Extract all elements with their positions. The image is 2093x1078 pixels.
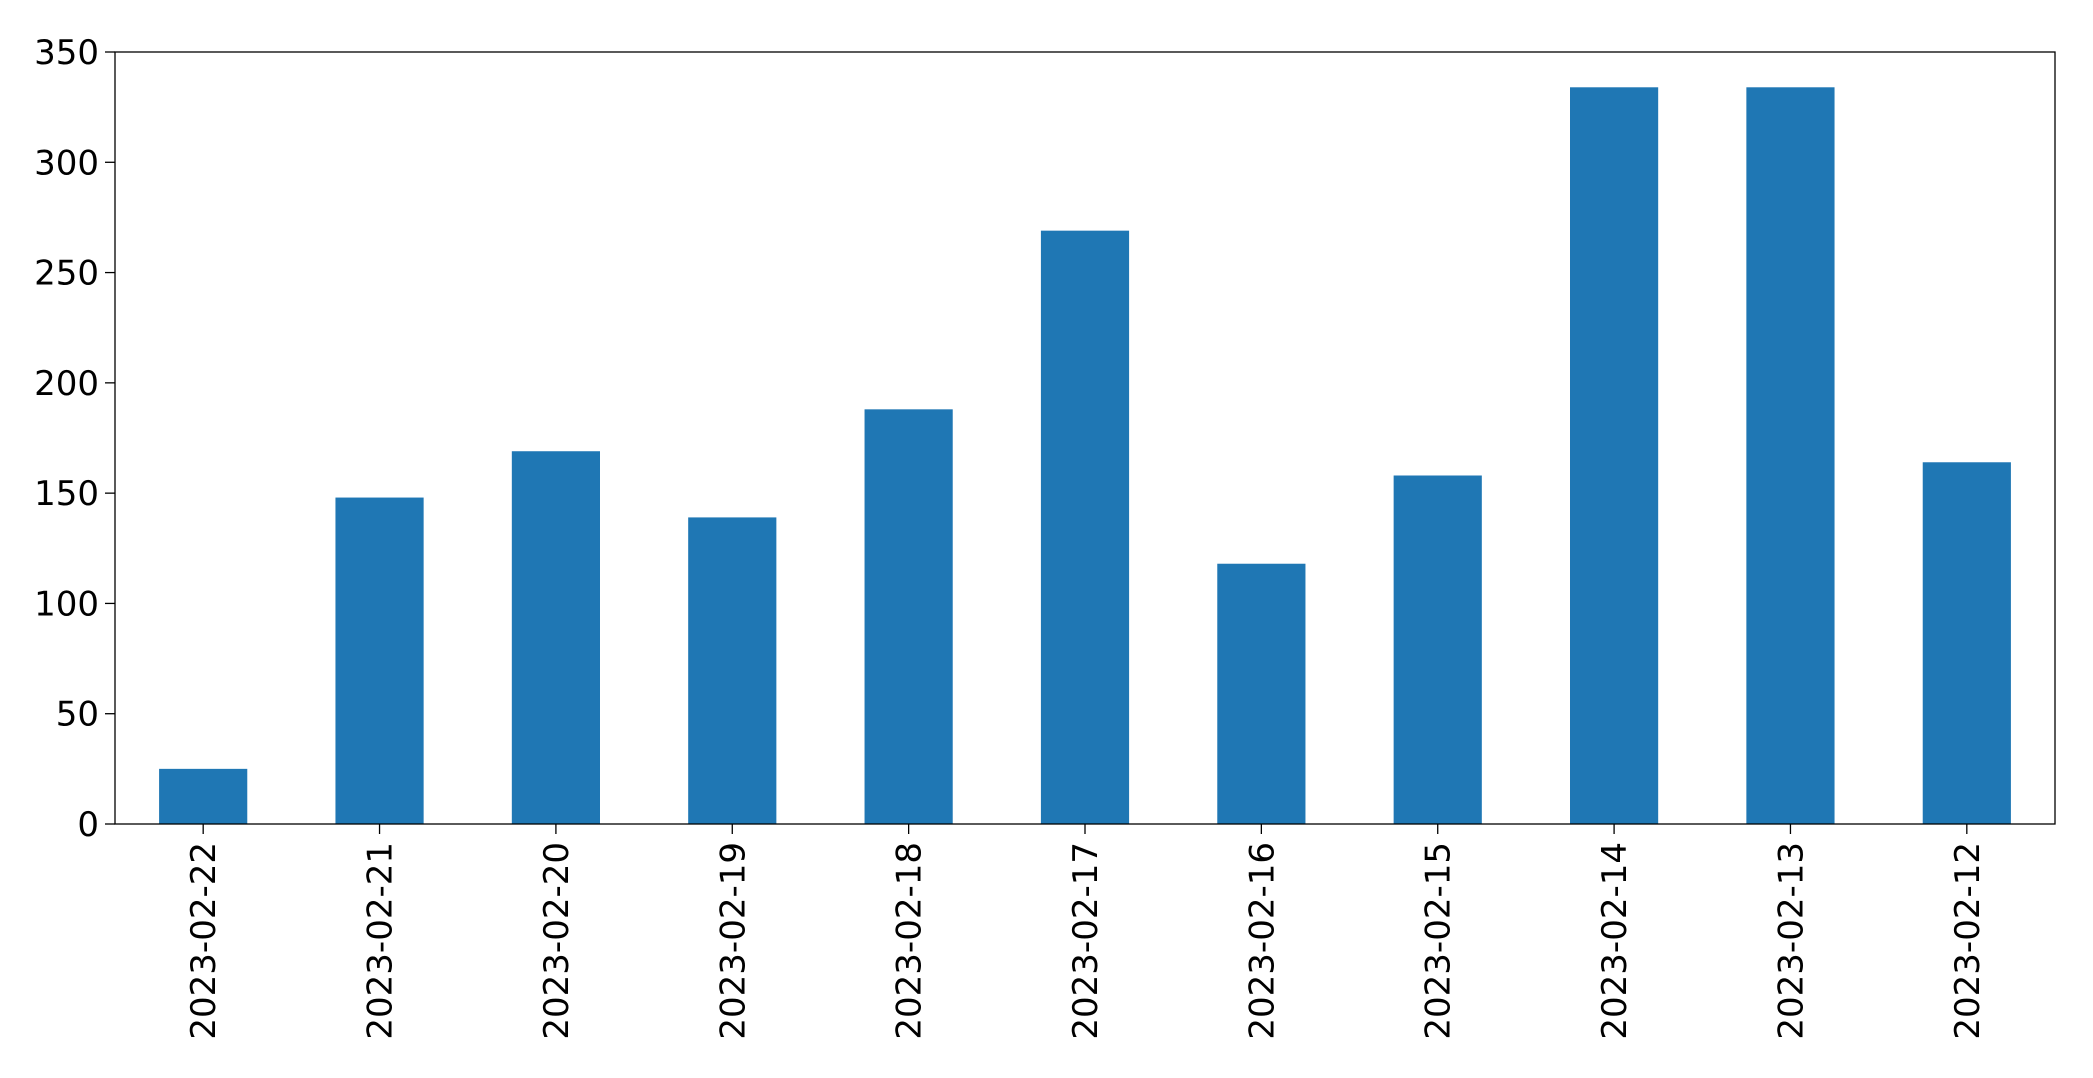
bar-2023-02-14 [1570, 87, 1659, 824]
x-tick-label: 2023-02-22 [184, 842, 224, 1040]
y-tick-label: 100 [34, 584, 99, 624]
bar-2023-02-19 [688, 517, 777, 824]
bar-2023-02-12 [1922, 462, 2011, 824]
x-tick-label: 2023-02-20 [537, 842, 577, 1040]
y-tick-label: 50 [56, 695, 99, 735]
x-tick-label: 2023-02-19 [713, 842, 753, 1040]
bar-2023-02-21 [335, 497, 424, 824]
x-axis: 2023-02-22 2023-02-21 2023-02-20 2023-02-19… [184, 824, 1988, 1040]
bars-layer [159, 87, 2011, 825]
y-tick-label: 350 [34, 33, 99, 73]
y-tick-label: 150 [34, 474, 99, 514]
x-tick-label: 2023-02-12 [1948, 842, 1988, 1040]
plot-frame [114, 51, 2056, 825]
y-axis: 0 50 100 150 200 250 300 350 [34, 33, 115, 845]
x-tick-label: 2023-02-16 [1242, 842, 1282, 1040]
y-tick-label: 0 [77, 805, 99, 845]
bar-2023-02-16 [1217, 563, 1306, 824]
bar-2023-02-18 [864, 409, 953, 824]
bar-2023-02-20 [511, 451, 600, 824]
x-tick-label: 2023-02-15 [1419, 842, 1459, 1040]
x-tick-label: 2023-02-14 [1595, 842, 1635, 1040]
x-tick-label: 2023-02-13 [1771, 842, 1811, 1040]
y-tick-label: 200 [34, 364, 99, 404]
x-tick-label: 2023-02-18 [890, 842, 930, 1040]
bar-2023-02-13 [1746, 87, 1835, 824]
x-tick-label: 2023-02-21 [361, 842, 401, 1040]
x-tick-label: 2023-02-17 [1066, 842, 1106, 1040]
y-tick-label: 250 [34, 254, 99, 294]
bar-2023-02-17 [1040, 230, 1130, 825]
bar-2023-02-22 [159, 768, 248, 824]
bar-2023-02-15 [1393, 475, 1482, 824]
y-tick-label: 300 [34, 143, 99, 183]
